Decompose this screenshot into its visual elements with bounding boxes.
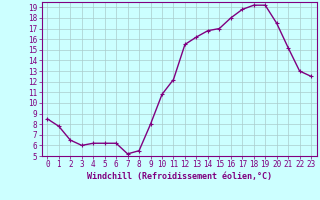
X-axis label: Windchill (Refroidissement éolien,°C): Windchill (Refroidissement éolien,°C) <box>87 172 272 181</box>
